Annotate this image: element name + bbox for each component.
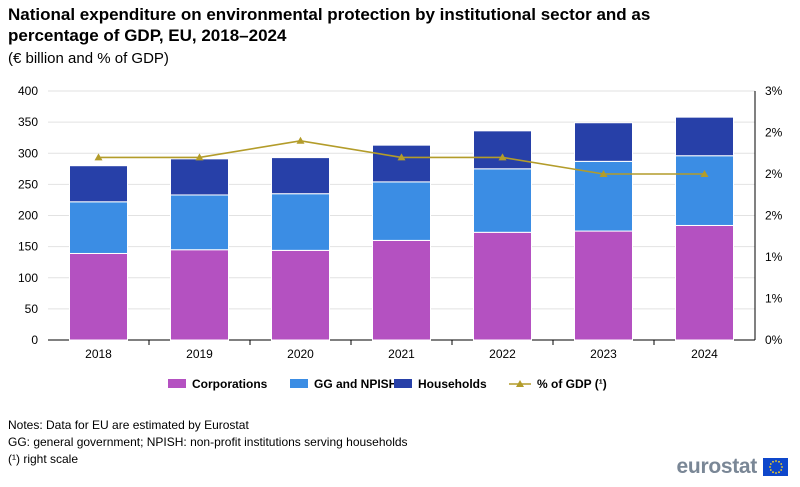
x-tick-label: 2024 [691,347,718,361]
y-tick-label-right: 2% [765,126,783,140]
bar-households [675,116,734,157]
gdp-point [94,153,103,161]
y-tick-label-right: 1% [765,292,783,306]
y-tick-label-left: 250 [18,177,38,191]
y-tick-label-left: 150 [18,240,38,254]
x-tick-label: 2021 [388,347,415,361]
bar-corporations [675,224,734,341]
gdp-point [498,153,507,161]
gdp-point [397,153,406,161]
gdp-point [195,153,204,161]
legend-swatch-households [394,379,412,388]
legend-label: GG and NPISH [314,377,397,391]
y-tick-label-left: 400 [18,84,38,98]
gdp-point [296,136,305,144]
bar-gg_npish [473,168,532,233]
chart-subtitle: (€ billion and % of GDP) [8,50,169,67]
bar-gg_npish [675,155,734,226]
bar-corporations [170,249,229,341]
bar-gg_npish [372,181,431,241]
note-line: (¹) right scale [8,452,79,466]
y-tick-label-left: 200 [18,209,38,223]
bar-corporations [473,231,532,341]
bar-corporations [372,239,431,341]
bar-households [574,122,633,162]
legend-label: Corporations [192,377,268,391]
note-line: GG: general government; NPISH: non-profi… [8,435,408,449]
y-tick-label-right: 1% [765,250,783,264]
bar-corporations [574,230,633,341]
x-tick-label: 2019 [186,347,213,361]
gdp-point [700,170,709,177]
legend-swatch-marker [516,380,524,387]
legend-swatch-gg_npish [290,379,308,388]
bar-corporations [271,249,330,341]
y-tick-label-right: 3% [765,84,783,98]
x-tick-label: 2022 [489,347,516,361]
legend-label: Households [418,377,487,391]
gdp-point [599,170,608,177]
y-tick-label-right: 2% [765,209,783,223]
bar-gg_npish [69,201,128,254]
bar-households [170,158,229,196]
bar-corporations [69,252,128,341]
eurostat-logo: eurostat [677,455,788,479]
bar-households [69,165,128,203]
legend-swatch-corporations [168,379,186,388]
x-tick-label: 2018 [85,347,112,361]
notes: Notes: Data for EU are estimated by Euro… [8,417,408,468]
y-tick-label-right: 2% [765,167,783,181]
chart-title: National expenditure on environmental pr… [8,5,651,45]
bar-households [473,130,532,170]
x-tick-label: 2020 [287,347,314,361]
y-tick-label-left: 350 [18,115,38,129]
logo-text: eurostat [676,455,758,478]
chart-area: 0 50 100 150 200 250 300 350 400 0% 1% 1% 2% 2% 2% 3% 20… [18,84,783,391]
y-tick-label-left: 300 [18,146,38,160]
x-tick-label: 2023 [590,347,617,361]
bar-gg_npish [170,194,229,251]
y-tick-label-left: 0 [31,333,38,347]
bar-households [372,144,431,183]
y-tick-label-left: 100 [18,271,38,285]
legend-label: % of GDP (¹) [537,377,607,391]
note-line: Notes: Data for EU are estimated by Euro… [8,418,249,432]
eu-flag-icon [763,458,788,476]
y-tick-label-left: 50 [25,302,39,316]
bar-households [271,157,330,195]
bar-gg_npish [271,193,330,251]
y-tick-label-right: 0% [765,333,783,347]
